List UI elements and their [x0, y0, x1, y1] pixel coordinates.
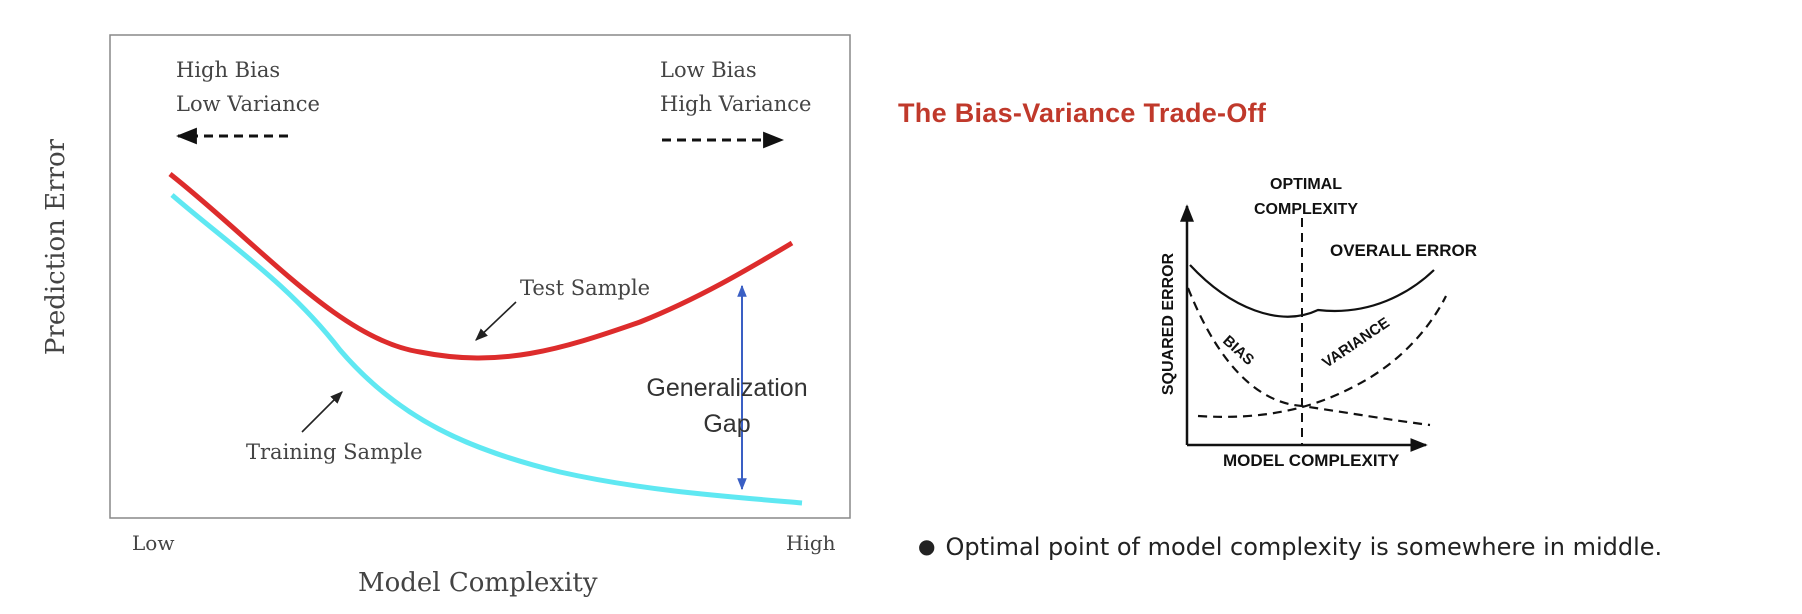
high-bias-label: High Bias [176, 58, 281, 82]
test-sample-label: Test Sample [520, 276, 651, 300]
plot-frame [109, 34, 851, 519]
variance-curve [1197, 295, 1447, 418]
optimal-complexity-label: OPTIMAL COMPLEXITY [1246, 172, 1366, 222]
gap-label-line1: Generalization [646, 374, 808, 402]
right-diagram-svg [1180, 204, 1447, 452]
left-diagram-svg [109, 34, 851, 519]
y-axis-label: Prediction Error [41, 138, 71, 356]
test-sample-curve [168, 172, 794, 361]
optimal-label-line2: COMPLEXITY [1253, 201, 1358, 218]
right-x-axis-label: MODEL COMPLEXITY [1223, 451, 1400, 470]
bullet-text: Optimal point of model complexity is som… [945, 533, 1663, 561]
low-variance-label: Low Variance [176, 92, 320, 116]
right-y-axis-label: SQUARED ERROR [1160, 252, 1177, 396]
bullet-point: ● Optimal point of model complexity is so… [918, 533, 1662, 561]
generalization-gap-label: Generalization Gap [632, 370, 822, 442]
x-axis-label: Model Complexity [358, 568, 598, 598]
slide-heading: The Bias-Variance Trade-Off [898, 98, 1267, 128]
test-sample-pointer [475, 301, 517, 341]
x-high-label: High [786, 531, 836, 555]
training-sample-pointer [301, 391, 343, 433]
optimal-label-line1: OPTIMAL [1270, 176, 1342, 193]
bullet-dot: ● [918, 534, 936, 558]
low-bias-label: Low Bias [660, 58, 757, 82]
overall-error-label: OVERALL ERROR [1330, 241, 1478, 260]
high-variance-label: High Variance [660, 92, 812, 116]
training-sample-curve [170, 193, 803, 506]
x-low-label: Low [132, 531, 175, 555]
training-sample-label: Training Sample [246, 440, 423, 464]
overall-error-curve [1189, 264, 1435, 318]
gap-label-line2: Gap [703, 410, 751, 438]
